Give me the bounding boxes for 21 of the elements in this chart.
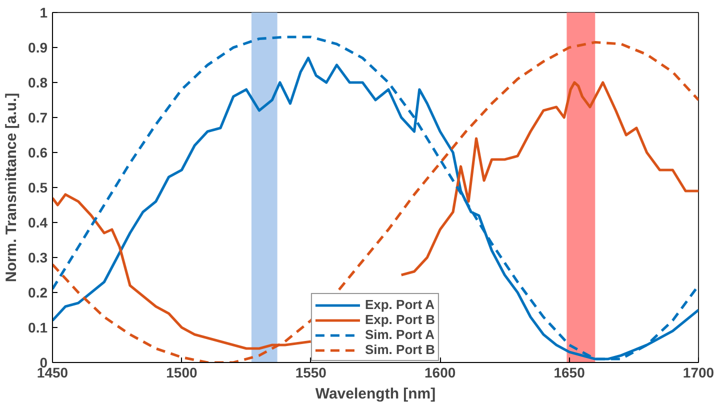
y-tick-label: 0.6 (28, 144, 48, 160)
y-tick-label: 0.9 (28, 40, 48, 56)
y-tick-label: 0.5 (28, 180, 48, 196)
x-axis-title: Wavelength [nm] (315, 386, 436, 402)
x-tick-label: 1650 (554, 364, 586, 380)
y-tick-label: 0.8 (28, 74, 48, 90)
y-tick-label: 0.4 (28, 214, 48, 230)
y-tick-label: 0.1 (28, 320, 48, 336)
legend-label: Exp. Port A (364, 297, 435, 312)
y-tick-label: 1 (40, 4, 48, 20)
y-tick-label: 0.3 (28, 250, 48, 266)
x-tick-label: 1600 (424, 364, 456, 380)
legend-label: Exp. Port B (364, 312, 436, 327)
legend-label: Sim. Port A (364, 327, 435, 342)
y-tick-label: 0.7 (28, 110, 48, 126)
x-tick-label: 1500 (166, 364, 198, 380)
x-tick-label: 1700 (682, 364, 714, 380)
x-tick-label: 1550 (295, 364, 327, 380)
legend-label: Sim. Port B (364, 342, 436, 357)
y-axis-title: Norm. Transmittance [a.u.] (3, 92, 20, 282)
y-tick-label: 0.2 (28, 284, 48, 300)
